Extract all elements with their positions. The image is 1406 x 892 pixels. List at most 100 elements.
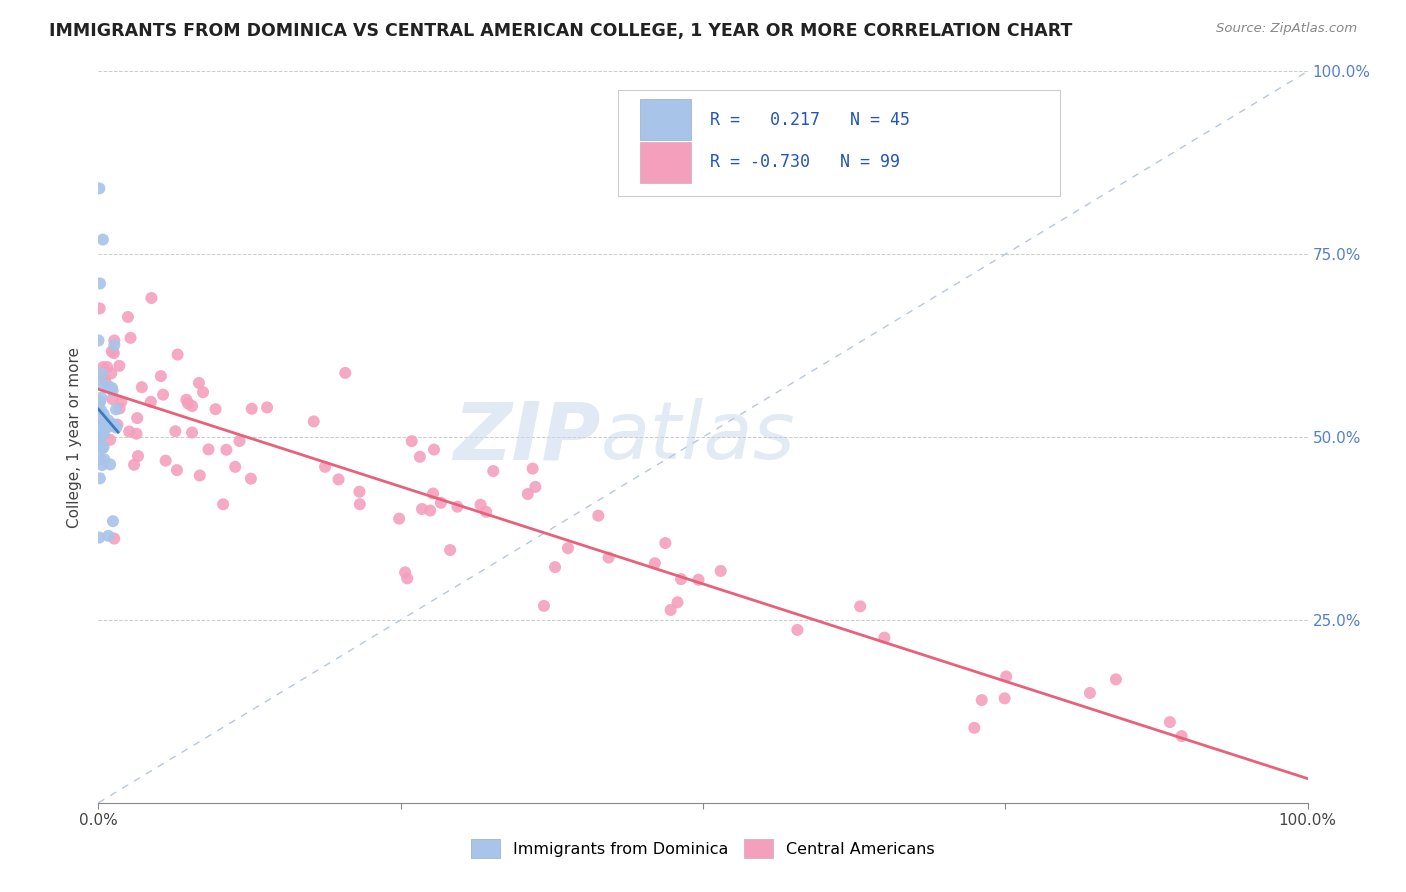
Point: [423, 442, 446, 457]
Point: [104, 402, 127, 417]
Point: [669, 572, 692, 586]
Point: [101, 418, 124, 433]
Point: [96, 360, 118, 375]
Text: Source: ZipAtlas.com: Source: ZipAtlas.com: [1216, 22, 1357, 36]
Point: [90, 367, 112, 381]
Point: [125, 426, 148, 441]
Point: [533, 599, 555, 613]
Point: [544, 560, 567, 574]
Point: [89, 451, 111, 466]
Point: [1105, 673, 1128, 687]
Point: [1170, 729, 1192, 743]
Point: [439, 543, 461, 558]
Point: [131, 380, 153, 394]
Point: [93, 414, 115, 428]
Point: [139, 394, 162, 409]
Point: [93, 425, 115, 439]
Point: [314, 459, 336, 474]
Point: [181, 425, 204, 440]
Point: [97, 379, 120, 393]
Point: [87, 436, 110, 450]
Point: [103, 532, 125, 546]
Point: [97, 414, 120, 428]
Point: [396, 571, 419, 585]
Text: R =   0.217   N = 45: R = 0.217 N = 45: [710, 111, 910, 128]
Y-axis label: College, 1 year or more: College, 1 year or more: [67, 347, 83, 527]
Point: [103, 338, 125, 352]
Point: [94, 373, 117, 387]
Point: [422, 486, 444, 500]
Point: [188, 468, 211, 483]
Point: [141, 291, 163, 305]
Point: [87, 434, 110, 449]
Point: [212, 497, 235, 511]
Point: [89, 277, 111, 291]
Point: [89, 301, 111, 316]
Point: [994, 691, 1017, 706]
Point: [215, 442, 238, 457]
Point: [165, 424, 187, 438]
Point: [475, 505, 498, 519]
Point: [103, 334, 125, 348]
Point: [166, 348, 188, 362]
Point: [100, 419, 122, 434]
Point: [93, 417, 115, 431]
Point: [91, 233, 114, 247]
Point: [90, 419, 112, 434]
Point: [108, 359, 131, 373]
Point: [117, 310, 139, 324]
Point: [516, 487, 538, 501]
Point: [524, 480, 547, 494]
Point: [91, 360, 114, 375]
Point: [87, 396, 110, 410]
Text: ZIP: ZIP: [453, 398, 600, 476]
Point: [89, 181, 111, 195]
Point: [644, 556, 666, 570]
Point: [176, 392, 198, 407]
Point: [103, 417, 125, 432]
Point: [89, 407, 111, 421]
Point: [155, 453, 177, 467]
Point: [110, 394, 132, 409]
Point: [228, 434, 250, 448]
Point: [470, 498, 492, 512]
Point: [105, 420, 128, 434]
Point: [873, 631, 896, 645]
Point: [786, 623, 808, 637]
Point: [94, 376, 117, 391]
Point: [101, 514, 124, 528]
Point: [149, 369, 172, 384]
Point: [177, 396, 200, 410]
Point: [181, 399, 204, 413]
Point: [482, 464, 505, 478]
Point: [89, 395, 111, 409]
Point: [191, 385, 214, 400]
Point: [995, 669, 1018, 683]
FancyBboxPatch shape: [640, 142, 690, 183]
Point: [224, 459, 246, 474]
Point: [89, 368, 111, 382]
FancyBboxPatch shape: [619, 90, 1060, 195]
Point: [401, 434, 423, 449]
Point: [107, 417, 129, 432]
Point: [970, 693, 993, 707]
Point: [688, 573, 710, 587]
Point: [302, 414, 325, 428]
Point: [166, 463, 188, 477]
Point: [204, 402, 226, 417]
Point: [349, 497, 371, 511]
Point: [239, 472, 262, 486]
Point: [120, 331, 142, 345]
Point: [187, 376, 209, 390]
Point: [127, 449, 149, 463]
Point: [91, 377, 114, 392]
Point: [411, 502, 433, 516]
Point: [101, 384, 124, 398]
Point: [89, 531, 111, 545]
Point: [240, 401, 263, 416]
Point: [659, 603, 682, 617]
Point: [256, 401, 278, 415]
Point: [557, 541, 579, 556]
Point: [522, 461, 544, 475]
Point: [654, 536, 676, 550]
